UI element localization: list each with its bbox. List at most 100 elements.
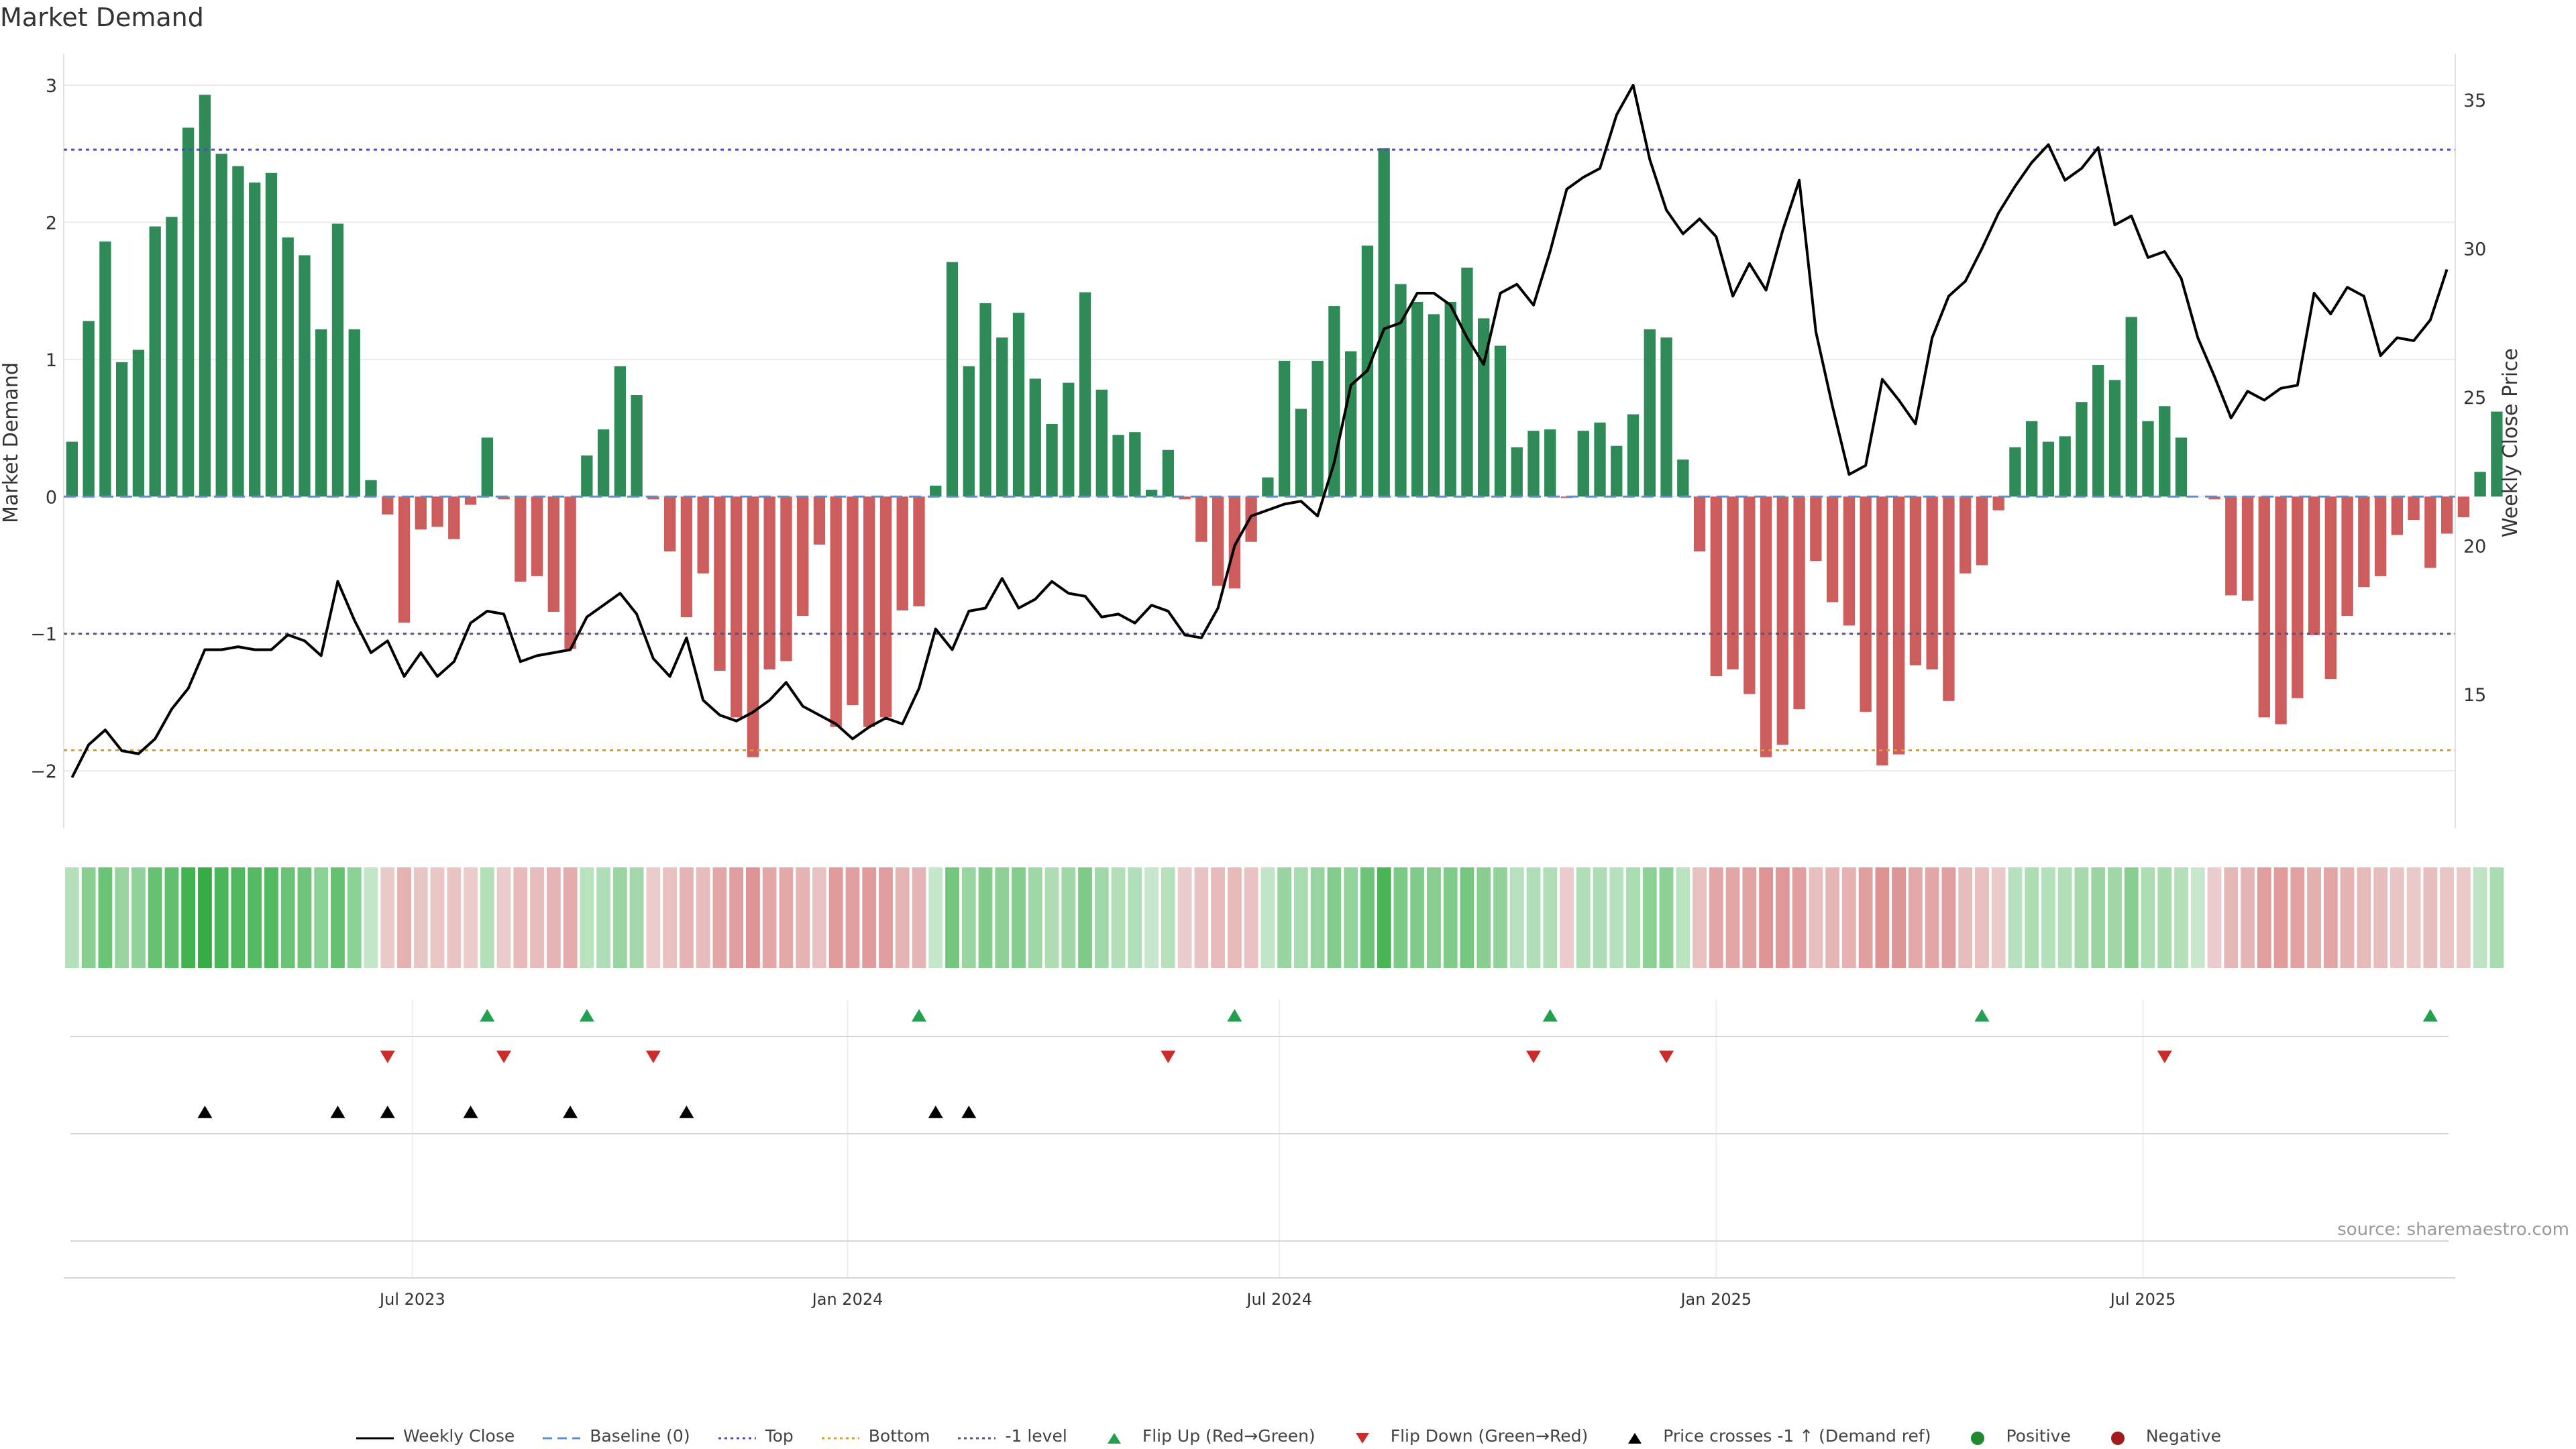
demand-bar [1611,445,1623,497]
demand-bar [199,95,211,497]
heat-strip-cell [1177,867,1192,968]
triangle-up-green-icon [1094,1430,1134,1444]
legend-label: -1 level [1005,1426,1067,1446]
price-cross-marker [463,1106,478,1118]
heat-strip-cell [712,867,727,968]
heat-strip-cell [2290,867,2305,968]
demand-bar [2241,496,2254,601]
demand-bar [365,480,377,497]
demand-bar [2491,411,2503,497]
demand-bar [1112,435,1124,497]
heat-strip-cell [1277,867,1292,968]
demand-bar [1395,284,1407,497]
demand-bar [647,496,659,500]
heat-strip-cell [1725,867,1740,968]
demand-bar [182,127,195,497]
heat-strip-cell [64,867,79,968]
demand-bar [348,329,360,497]
heat-strip-cell [1393,867,1408,968]
heat-strip-cell [530,867,544,968]
demand-bar [1660,337,1672,497]
demand-bar [879,496,892,718]
flip-up-marker [480,1009,495,1022]
price-cross-marker [330,1106,345,1118]
demand-bar [99,241,111,497]
heat-strip-cell [1293,867,1308,968]
demand-bar [2341,496,2353,616]
heat-strip-cell [1028,867,1042,968]
flip-up-marker [1227,1009,1242,1022]
demand-bar [1295,409,1307,497]
demand-bar [1129,432,1141,497]
x-tick-label: Jul 2025 [2109,1290,2176,1309]
heat-strip-cell [1593,867,1607,968]
demand-bar [896,496,908,610]
legend-item: Flip Down (Green→Red) [1342,1426,1588,1446]
demand-bar [1710,496,1722,677]
legend-item: Price crosses -1 ↑ (Demand ref) [1615,1426,1931,1446]
heat-strip-cell [546,867,561,968]
flip-down-marker [380,1051,395,1063]
demand-bar [2424,496,2436,568]
heat-strip-cell [1410,867,1425,968]
heat-strip-cell [629,867,644,968]
heat-strip-cell [2440,867,2455,968]
y-tick-label: 1 [46,350,57,371]
demand-bar [1344,351,1357,497]
heat-strip-cell [928,867,943,968]
heat-strip-cell [1360,867,1375,968]
heat-strip-cell [2273,867,2288,968]
demand-bar [2026,421,2038,497]
heat-strip-cell [1211,867,1226,968]
demand-bar [398,496,411,623]
y-tick-label: −1 [30,625,57,645]
heat-strip-cell [2456,867,2471,968]
heat-strip-cell [2074,867,2089,968]
heat-strip-cell [729,867,744,968]
flip-down-marker [1659,1051,1674,1063]
heat-strip-cell [2141,867,2155,968]
heat-strip-cell [961,867,976,968]
heat-strip-cell [264,867,278,968]
heat-strip-cell [1941,867,1956,968]
demand-bar [1079,292,1091,497]
heat-strip-cell [1642,867,1657,968]
demand-bar [847,496,859,705]
demand-bar [1444,301,1456,497]
demand-bar [581,455,593,497]
heat-strip-cell [1477,867,1491,968]
demand-bar [232,166,244,497]
legend-item: Bottom [820,1426,930,1446]
legend-label: Top [765,1426,794,1446]
demand-bar [913,496,925,606]
heat-strip-cell [1044,867,1059,968]
heat-strip-cell [1693,867,1707,968]
heat-strip-cell [2124,867,2139,968]
demand-bar [2358,496,2370,588]
heat-strip-cell [679,867,694,968]
heat-strip-cell [380,867,395,968]
price-cross-marker [679,1106,694,1118]
demand-bar [1063,382,1075,497]
demand-bar [564,496,576,649]
heat-strip-cell [115,867,129,968]
heat-strip-cell [214,867,229,968]
demand-bar [2092,365,2104,497]
demand-bar [1826,496,1839,602]
legend-item: -1 level [957,1426,1067,1446]
demand-bar [331,223,344,497]
demand-bar [597,429,610,497]
demand-bar [763,496,775,669]
heat-strip-cell [2157,867,2172,968]
heat-strip-cell [464,867,478,968]
heat-strip-cell [2473,867,2487,968]
heat-strip-cell [1676,867,1690,968]
heat-strip-cell [978,867,993,968]
heat-strip-cell [1742,867,1757,968]
heat-strip-cell [1260,867,1275,968]
demand-bar [1992,496,2004,511]
demand-bar [2440,496,2453,534]
demand-bar [2042,441,2055,497]
demand-bar [1478,318,1490,497]
demand-bar [1793,496,1805,710]
